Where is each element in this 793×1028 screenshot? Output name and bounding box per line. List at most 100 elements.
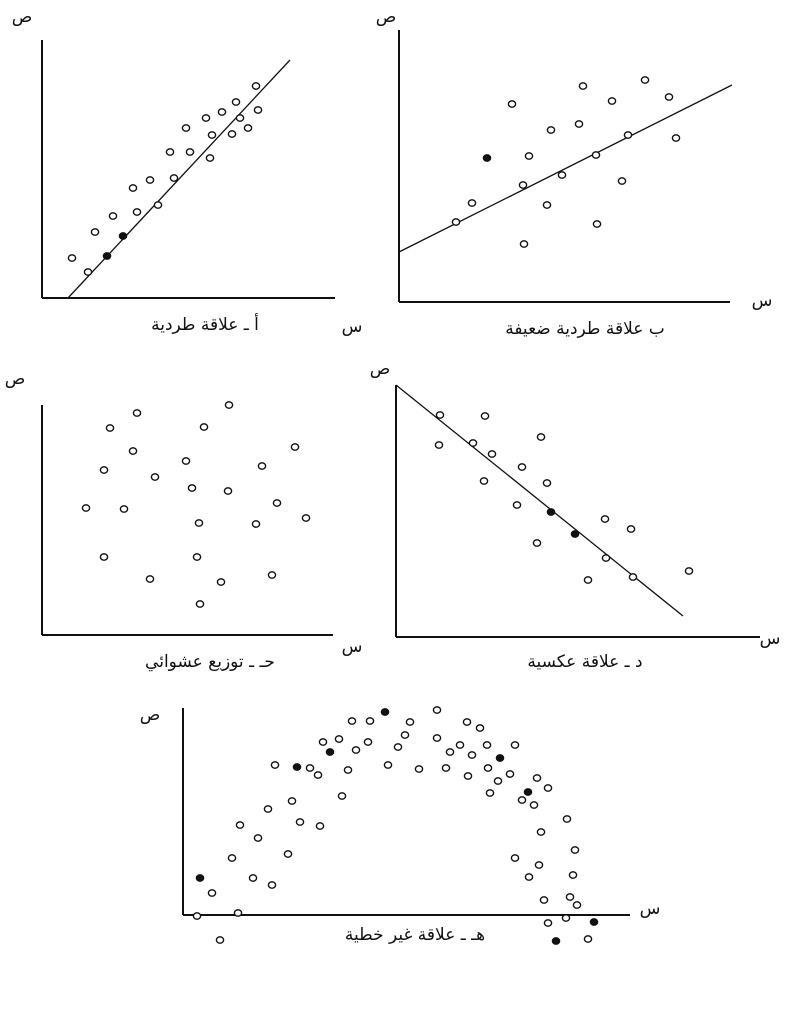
point [301, 514, 311, 522]
point [583, 935, 593, 943]
point [287, 797, 297, 805]
point [283, 850, 293, 858]
point [475, 724, 485, 732]
point [487, 450, 497, 458]
point [479, 477, 489, 485]
point [534, 861, 544, 869]
point [251, 520, 261, 528]
point [325, 748, 335, 756]
point [223, 487, 233, 495]
x-axis-label: س [752, 291, 773, 311]
point [462, 718, 472, 726]
point [468, 439, 478, 447]
point [523, 788, 533, 796]
point [441, 764, 451, 772]
point [315, 822, 325, 830]
point [592, 220, 602, 228]
point [467, 199, 477, 207]
point [263, 805, 273, 813]
point [207, 889, 217, 897]
point [463, 772, 473, 780]
point [570, 846, 580, 854]
caption: هـ ـ علاقة غير خطية [345, 925, 485, 945]
point [557, 171, 567, 179]
point [227, 130, 237, 138]
point [505, 770, 515, 778]
point [118, 232, 128, 240]
point [393, 743, 403, 751]
point [542, 201, 552, 209]
caption: حـ ـ توزيع عشوائي [145, 652, 275, 672]
point [414, 765, 424, 773]
point [199, 423, 209, 431]
point [119, 505, 129, 513]
point [628, 573, 638, 581]
point [313, 771, 323, 779]
point [67, 254, 77, 262]
point [305, 764, 315, 772]
point [267, 881, 277, 889]
point [227, 854, 237, 862]
point [485, 789, 495, 797]
point [347, 717, 357, 725]
trend-line [67, 59, 291, 299]
point [529, 801, 539, 809]
point [640, 76, 650, 84]
point [467, 751, 477, 759]
point [562, 815, 572, 823]
point [565, 893, 575, 901]
point [561, 914, 571, 922]
point [192, 553, 202, 561]
point [132, 208, 142, 216]
point [536, 828, 546, 836]
point [601, 554, 611, 562]
point [99, 466, 109, 474]
point [272, 499, 282, 507]
point [192, 912, 202, 920]
point [231, 98, 241, 106]
point [480, 412, 490, 420]
point [207, 131, 217, 139]
point [337, 792, 347, 800]
point [524, 152, 534, 160]
point [365, 717, 375, 725]
point [517, 796, 527, 804]
point [351, 746, 361, 754]
point [493, 777, 503, 785]
x-axis-label: س [640, 899, 661, 919]
point [570, 530, 580, 538]
point [510, 854, 520, 862]
point [343, 766, 353, 774]
caption: د ـ علاقة عكسية [527, 652, 642, 672]
point [435, 411, 445, 419]
point [290, 443, 300, 451]
point [572, 901, 582, 909]
point [507, 100, 517, 108]
point [128, 184, 138, 192]
point [405, 718, 415, 726]
point [536, 433, 546, 441]
point [243, 124, 253, 132]
point [617, 177, 627, 185]
point [483, 764, 493, 772]
y-axis-label: ص [140, 705, 161, 725]
point [205, 154, 215, 162]
point [292, 763, 302, 771]
point [233, 909, 243, 917]
y-axis-label: ص [376, 7, 397, 27]
point [583, 576, 593, 584]
point [169, 174, 179, 182]
point [512, 501, 522, 509]
point [671, 134, 681, 142]
point [99, 553, 109, 561]
point [270, 761, 280, 769]
point [532, 774, 542, 782]
point [546, 126, 556, 134]
point [187, 484, 197, 492]
point [217, 108, 227, 116]
point [181, 124, 191, 132]
point [132, 409, 142, 417]
point [235, 114, 245, 122]
point [185, 148, 195, 156]
